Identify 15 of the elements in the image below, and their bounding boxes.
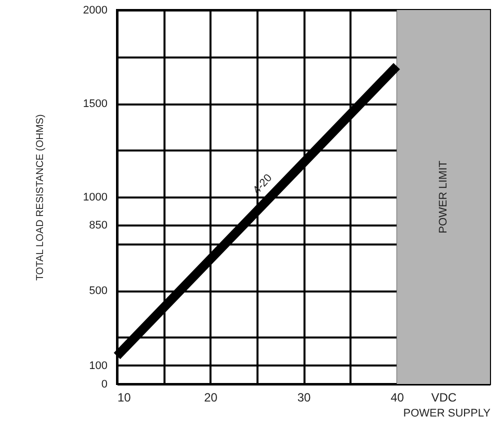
y-tick-label: 1500 (83, 98, 108, 110)
x-tick-label: 20 (204, 390, 218, 404)
y-tick-label: 1000 (83, 192, 108, 204)
x-tick-label: VDC (431, 390, 457, 404)
y-tick-label: 2000 (83, 4, 108, 16)
y-tick-label: 500 (89, 285, 108, 297)
x-axis-title: POWER SUPPLY (403, 408, 492, 420)
y-axis-title: TOTAL LOAD RESISTANCE (OHMS) (35, 114, 46, 281)
y-tick-label: 100 (89, 360, 108, 372)
band-label: POWER LIMIT (437, 160, 450, 234)
x-tick-label: 30 (297, 390, 311, 404)
x-tick-label: 10 (118, 390, 132, 404)
y-tick-label: 850 (89, 220, 108, 232)
x-tick-label: 40 (390, 390, 404, 404)
y-tick-label: 0 (101, 378, 108, 390)
